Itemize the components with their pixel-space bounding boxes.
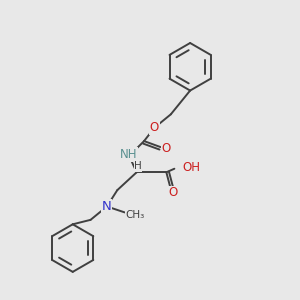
Text: O: O <box>150 121 159 134</box>
Text: H: H <box>134 161 142 171</box>
Text: N: N <box>102 200 112 213</box>
Text: CH₃: CH₃ <box>125 210 145 220</box>
Text: OH: OH <box>183 161 201 174</box>
Text: O: O <box>161 142 170 155</box>
Text: O: O <box>169 186 178 199</box>
Text: NH: NH <box>120 148 137 161</box>
